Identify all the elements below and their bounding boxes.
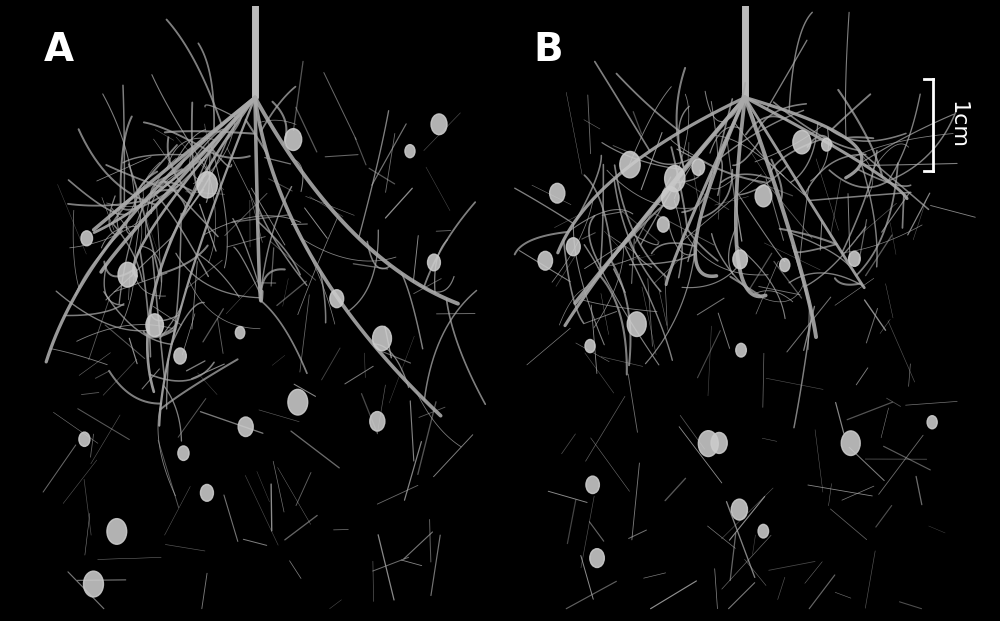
Circle shape bbox=[146, 314, 163, 337]
Circle shape bbox=[590, 549, 604, 568]
Circle shape bbox=[200, 484, 213, 501]
Circle shape bbox=[373, 326, 391, 351]
Circle shape bbox=[118, 262, 137, 287]
Circle shape bbox=[927, 415, 937, 428]
Text: 1cm: 1cm bbox=[947, 101, 967, 149]
Circle shape bbox=[79, 432, 90, 446]
Circle shape bbox=[733, 250, 747, 269]
Circle shape bbox=[405, 145, 415, 158]
Circle shape bbox=[780, 258, 790, 271]
Circle shape bbox=[550, 183, 565, 203]
Circle shape bbox=[585, 340, 595, 353]
Circle shape bbox=[731, 499, 747, 520]
Circle shape bbox=[586, 476, 599, 494]
Circle shape bbox=[698, 431, 718, 456]
Circle shape bbox=[822, 138, 832, 151]
Circle shape bbox=[107, 519, 127, 544]
Circle shape bbox=[330, 290, 344, 307]
Text: B: B bbox=[534, 30, 563, 68]
Circle shape bbox=[711, 432, 727, 453]
Circle shape bbox=[627, 312, 646, 337]
Circle shape bbox=[849, 252, 860, 266]
Circle shape bbox=[841, 431, 860, 455]
Circle shape bbox=[793, 130, 811, 154]
Circle shape bbox=[288, 389, 308, 415]
Text: A: A bbox=[44, 30, 74, 68]
Circle shape bbox=[370, 412, 385, 431]
Circle shape bbox=[755, 185, 772, 207]
Circle shape bbox=[235, 327, 245, 338]
Circle shape bbox=[174, 348, 186, 364]
Circle shape bbox=[81, 231, 93, 246]
Circle shape bbox=[428, 254, 440, 271]
Circle shape bbox=[238, 417, 253, 437]
Circle shape bbox=[566, 238, 580, 256]
Circle shape bbox=[662, 187, 679, 209]
Circle shape bbox=[758, 524, 769, 538]
Circle shape bbox=[692, 159, 705, 175]
Circle shape bbox=[431, 114, 447, 135]
Circle shape bbox=[83, 571, 103, 597]
Circle shape bbox=[285, 129, 302, 150]
Circle shape bbox=[538, 252, 553, 270]
Circle shape bbox=[657, 217, 669, 232]
Circle shape bbox=[736, 343, 746, 357]
Circle shape bbox=[665, 165, 685, 192]
Circle shape bbox=[197, 172, 217, 198]
Circle shape bbox=[620, 152, 640, 178]
Circle shape bbox=[178, 446, 189, 460]
